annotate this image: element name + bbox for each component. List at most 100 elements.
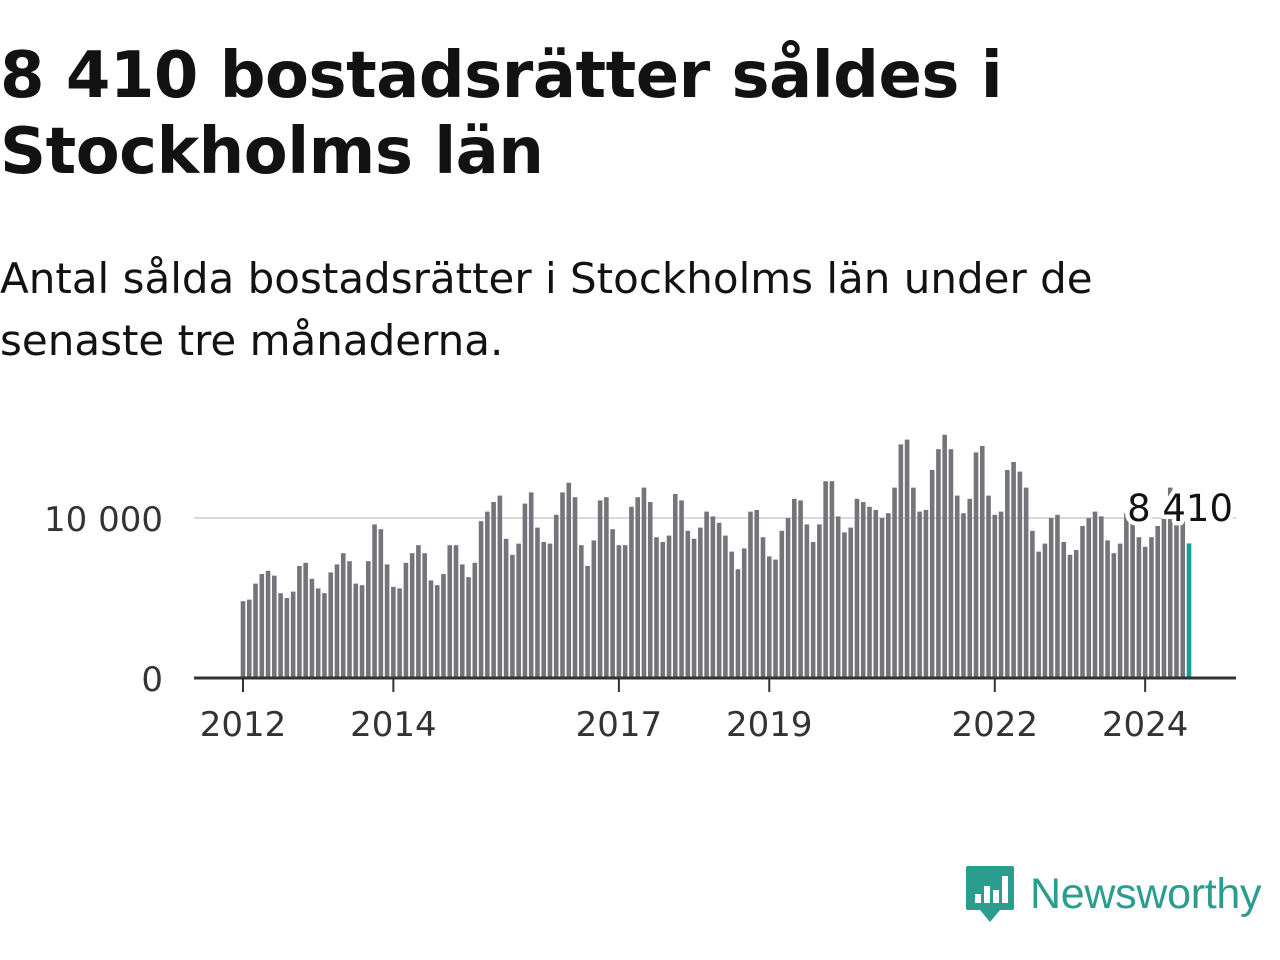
bar bbox=[754, 510, 760, 678]
bar bbox=[729, 551, 734, 678]
bar bbox=[760, 537, 766, 678]
bar bbox=[723, 535, 728, 678]
bar bbox=[585, 566, 590, 678]
bar bbox=[704, 511, 709, 678]
bar bbox=[936, 449, 941, 678]
bar bbox=[1048, 518, 1054, 678]
x-tick-label: 2017 bbox=[576, 705, 663, 745]
bar bbox=[497, 495, 503, 678]
bar bbox=[785, 518, 791, 678]
bar bbox=[829, 481, 835, 678]
bar bbox=[1167, 487, 1173, 678]
bar bbox=[353, 583, 359, 678]
bar bbox=[472, 562, 478, 678]
bar bbox=[867, 506, 872, 678]
bar bbox=[328, 572, 334, 678]
bar bbox=[804, 524, 810, 678]
bar bbox=[1142, 546, 1148, 678]
bar bbox=[1061, 542, 1067, 678]
bar bbox=[954, 495, 960, 678]
bar bbox=[892, 487, 897, 678]
bar bbox=[485, 511, 490, 678]
bar bbox=[547, 543, 553, 678]
bar bbox=[1124, 513, 1129, 678]
bar bbox=[315, 588, 321, 678]
bar bbox=[1149, 537, 1154, 678]
bar bbox=[735, 569, 741, 678]
bar bbox=[340, 553, 346, 678]
highlight-label: 8 410 bbox=[1127, 487, 1233, 530]
y-tick-label: 0 bbox=[141, 660, 163, 700]
bar bbox=[998, 511, 1004, 678]
brand-name: Newsworthy bbox=[1030, 869, 1262, 918]
bar bbox=[1042, 543, 1048, 678]
bar bbox=[810, 542, 816, 678]
newsworthy-logo: Newsworthy bbox=[964, 864, 1261, 924]
bar bbox=[491, 502, 496, 678]
bar bbox=[629, 506, 634, 678]
bar bbox=[541, 542, 547, 678]
bar bbox=[1117, 543, 1123, 678]
bar bbox=[372, 524, 377, 678]
bar bbox=[647, 502, 653, 678]
bar bbox=[591, 540, 597, 678]
bar bbox=[1111, 553, 1117, 678]
bar bbox=[898, 444, 904, 678]
bar bbox=[566, 482, 572, 678]
bar bbox=[1017, 471, 1023, 678]
bar bbox=[792, 498, 797, 678]
bar bbox=[309, 578, 315, 678]
bar bbox=[1036, 551, 1041, 678]
bar bbox=[610, 529, 615, 678]
bar-highlight bbox=[1186, 543, 1192, 678]
bar bbox=[1180, 521, 1186, 678]
bar bbox=[447, 545, 453, 678]
bar bbox=[698, 527, 703, 678]
bars bbox=[240, 434, 1192, 678]
x-tick-label: 2014 bbox=[350, 705, 437, 745]
bar bbox=[1030, 530, 1035, 678]
bar bbox=[885, 513, 891, 678]
highlight-label-halo: 8 410 bbox=[1127, 487, 1233, 530]
chart-title: 8 410 bostadsrätter såldes i Stockholms … bbox=[0, 39, 1003, 189]
bar bbox=[823, 481, 828, 678]
bar bbox=[278, 593, 283, 678]
bar bbox=[284, 598, 290, 678]
bar bbox=[748, 511, 753, 678]
bar bbox=[741, 548, 747, 678]
bar bbox=[1005, 470, 1010, 678]
bar bbox=[466, 577, 471, 678]
bar bbox=[535, 527, 540, 678]
bar bbox=[848, 527, 854, 678]
bar bbox=[334, 564, 340, 678]
bar bbox=[1099, 516, 1104, 678]
bar bbox=[503, 538, 509, 678]
bar bbox=[397, 588, 402, 678]
bar bbox=[873, 510, 879, 678]
axes: 0 10 000 2012 2014 2017 2019 2022 2024 bbox=[44, 500, 1236, 745]
bar bbox=[635, 497, 640, 678]
bar bbox=[854, 498, 860, 678]
bar bbox=[672, 494, 678, 678]
bar bbox=[553, 514, 559, 678]
bar bbox=[579, 545, 584, 678]
bar bbox=[478, 521, 484, 678]
bar bbox=[1080, 526, 1085, 678]
bar bbox=[679, 500, 684, 678]
bar bbox=[641, 487, 647, 678]
bar bbox=[942, 434, 947, 678]
bar bbox=[1086, 518, 1092, 678]
bar bbox=[654, 537, 659, 678]
bar bbox=[1105, 540, 1110, 678]
bar bbox=[1155, 526, 1160, 678]
bar bbox=[1067, 554, 1073, 678]
bar bbox=[666, 535, 672, 678]
bar bbox=[303, 562, 308, 678]
x-tick-label: 2012 bbox=[200, 705, 287, 745]
bar bbox=[1023, 487, 1029, 678]
bar bbox=[961, 513, 966, 678]
bar bbox=[992, 514, 998, 678]
bar bbox=[1073, 550, 1079, 678]
bar bbox=[773, 559, 778, 678]
